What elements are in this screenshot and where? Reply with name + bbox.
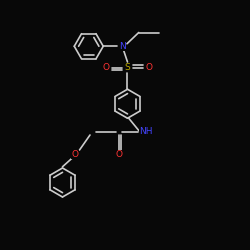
Text: NH: NH: [140, 128, 153, 136]
Text: O: O: [145, 63, 152, 72]
Text: O: O: [72, 150, 78, 159]
Text: S: S: [124, 63, 130, 72]
Text: N: N: [119, 42, 126, 51]
Text: O: O: [103, 63, 110, 72]
Text: O: O: [115, 150, 122, 159]
